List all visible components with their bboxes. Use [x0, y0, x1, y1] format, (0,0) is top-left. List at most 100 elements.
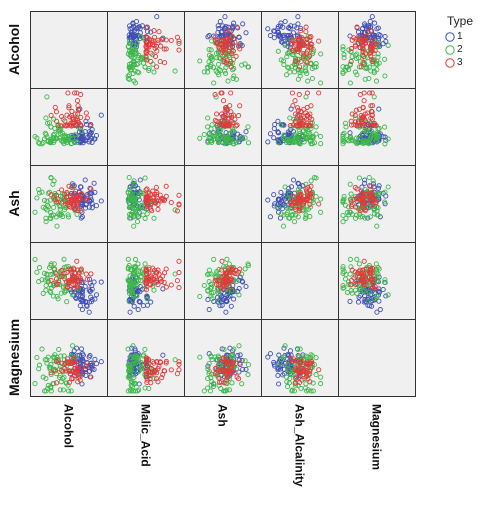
point-type2	[126, 299, 132, 305]
point-type2	[285, 210, 291, 216]
point-type2	[313, 372, 319, 378]
point-type3	[59, 187, 65, 193]
point-type3	[212, 117, 218, 123]
point-type3	[305, 43, 311, 49]
point-type2	[44, 207, 50, 213]
point-type2	[305, 130, 311, 136]
point-type3	[290, 358, 296, 364]
point-type3	[297, 118, 303, 124]
point-type2	[58, 212, 64, 218]
point-type2	[215, 132, 221, 138]
point-type2	[151, 215, 157, 221]
point-type2	[44, 94, 50, 100]
point-type1	[78, 346, 85, 352]
point-type3	[64, 356, 71, 362]
point-type3	[304, 90, 310, 96]
point-type2	[208, 126, 214, 132]
point-type3	[361, 37, 367, 44]
point-type1	[91, 366, 97, 372]
point-type2	[221, 388, 227, 394]
legend-marker-2	[445, 44, 455, 55]
point-type1	[376, 35, 382, 41]
point-type3	[287, 123, 293, 129]
point-type3	[358, 277, 364, 283]
point-type3	[368, 28, 374, 34]
point-type1	[275, 137, 281, 143]
point-type1	[79, 214, 85, 220]
point-type3	[84, 194, 90, 200]
point-type2	[340, 46, 346, 53]
point-type3	[71, 192, 78, 198]
point-type2	[340, 282, 346, 289]
point-type2	[231, 73, 237, 79]
point-type2	[346, 212, 352, 218]
point-type2	[340, 69, 346, 75]
point-type1	[127, 309, 133, 315]
point-type3	[55, 123, 61, 129]
point-type3	[161, 46, 167, 52]
point-type2	[230, 354, 236, 360]
point-type3	[84, 115, 90, 121]
panel-magnesium-vs-magnesium	[338, 319, 416, 397]
point-type2	[127, 387, 133, 393]
point-type2	[48, 215, 54, 221]
point-type2	[305, 78, 311, 84]
point-type1	[277, 200, 284, 206]
point-type2	[280, 58, 287, 64]
point-type3	[220, 282, 227, 288]
point-type3	[352, 269, 358, 275]
point-type3	[290, 122, 296, 128]
point-type3	[356, 273, 362, 279]
point-type2	[242, 266, 248, 272]
point-type1	[77, 352, 83, 358]
point-type2	[367, 214, 373, 220]
point-type3	[234, 122, 240, 128]
point-type3	[168, 199, 174, 206]
point-type2	[131, 354, 137, 360]
point-type2	[64, 299, 70, 305]
point-type3	[152, 53, 159, 59]
point-type1	[235, 353, 241, 359]
point-type2	[311, 140, 317, 146]
point-type3	[59, 360, 65, 366]
point-type2	[295, 76, 301, 82]
point-type3	[67, 368, 73, 374]
point-type2	[36, 190, 43, 196]
point-type3	[367, 270, 373, 276]
point-type3	[163, 358, 169, 364]
point-type3	[67, 279, 73, 285]
point-type2	[341, 52, 347, 58]
point-type1	[295, 14, 301, 20]
point-type1	[290, 30, 297, 36]
point-type2	[39, 141, 45, 147]
point-type3	[228, 40, 234, 47]
point-type3	[223, 273, 230, 279]
point-type1	[93, 292, 100, 298]
point-type2	[357, 284, 363, 290]
panel-alcohol-vs-alcohol	[30, 11, 108, 89]
point-type2	[125, 73, 131, 79]
point-type2	[290, 371, 296, 377]
point-type2	[138, 33, 144, 39]
point-type1	[267, 351, 273, 357]
point-type2	[138, 204, 144, 210]
point-type2	[128, 388, 134, 394]
point-type3	[316, 38, 322, 44]
point-type2	[129, 384, 136, 390]
point-type3	[59, 123, 65, 129]
point-type2	[208, 47, 214, 53]
point-type2	[229, 125, 235, 131]
point-type1	[93, 132, 100, 139]
point-type1	[271, 135, 277, 141]
point-type2	[287, 115, 293, 121]
point-type2	[223, 139, 229, 145]
point-type1	[285, 33, 291, 39]
point-type3	[143, 57, 149, 63]
point-type1	[267, 214, 273, 220]
point-type3	[84, 276, 90, 282]
point-type1	[84, 135, 90, 141]
point-type3	[148, 277, 154, 283]
point-type3	[223, 60, 229, 66]
point-type3	[352, 184, 358, 190]
point-type3	[372, 47, 378, 54]
